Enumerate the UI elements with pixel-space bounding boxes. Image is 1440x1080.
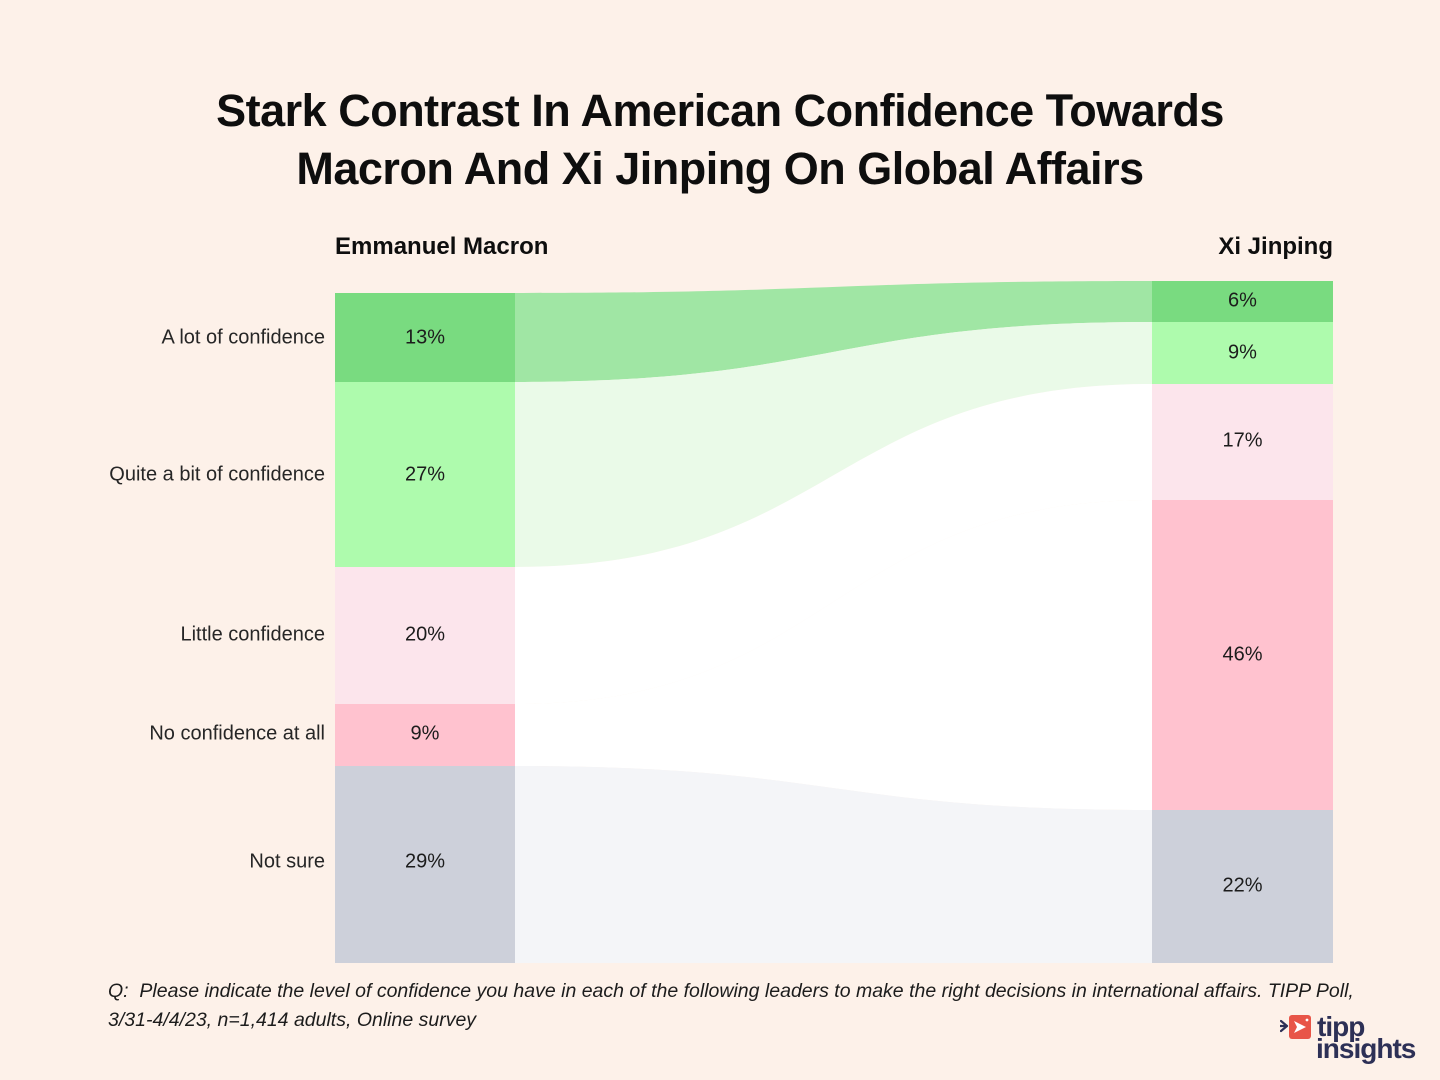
flow-band-not-sure bbox=[515, 766, 1152, 963]
bar-xi-not-sure bbox=[1152, 810, 1333, 963]
category-label-little: Little confidence bbox=[180, 623, 325, 646]
logo-word-tipp: tipp bbox=[1317, 1011, 1365, 1042]
value-macron-little: 20% bbox=[404, 623, 446, 646]
value-macron-not-sure: 29% bbox=[404, 850, 446, 873]
bar-macron-quite-a-bit bbox=[335, 382, 515, 567]
bar-xi-quite-a-bit bbox=[1152, 322, 1333, 384]
column-header-macron: Emmanuel Macron bbox=[335, 233, 549, 260]
bar-xi-little bbox=[1152, 384, 1333, 500]
value-xi-quite-a-bit: 9% bbox=[1228, 341, 1257, 364]
slope-flow-chart bbox=[335, 281, 1333, 963]
value-macron-none: 9% bbox=[410, 722, 440, 745]
value-macron-quite-a-bit: 27% bbox=[404, 463, 446, 486]
page-title: Stark Contrast In American Confidence To… bbox=[0, 82, 1440, 198]
logo-word-insights: insights bbox=[1316, 1033, 1416, 1064]
value-xi-none: 46% bbox=[1222, 643, 1263, 666]
bar-macron-none bbox=[335, 704, 515, 766]
category-label-a-lot: A lot of confidence bbox=[161, 326, 325, 349]
bar-macron-not-sure bbox=[335, 766, 515, 963]
page-title-line1: Stark Contrast In American Confidence To… bbox=[216, 85, 1224, 136]
column-header-xi: Xi Jinping bbox=[1218, 233, 1333, 260]
value-xi-a-lot: 6% bbox=[1228, 289, 1257, 312]
tipp-insights-logo: tipp insights bbox=[1280, 1013, 1430, 1063]
tipp-insights-logo-icon bbox=[1280, 1015, 1311, 1039]
bar-xi-a-lot bbox=[1152, 281, 1333, 322]
value-xi-not-sure: 22% bbox=[1222, 874, 1263, 897]
category-label-none: No confidence at all bbox=[149, 722, 325, 745]
bar-xi-none bbox=[1152, 500, 1333, 810]
category-label-not-sure: Not sure bbox=[249, 850, 325, 873]
bar-macron-little bbox=[335, 567, 515, 704]
bar-macron-a-lot bbox=[335, 293, 515, 382]
value-xi-little: 17% bbox=[1222, 429, 1263, 452]
flow-band-little bbox=[515, 384, 1152, 704]
flow-band-quite-a-bit bbox=[515, 322, 1152, 567]
flow-band-none bbox=[515, 500, 1152, 810]
page-title-line2: Macron And Xi Jinping On Global Affairs bbox=[296, 143, 1144, 194]
source-note: Q: Please indicate the level of confiden… bbox=[108, 980, 1360, 1031]
value-macron-a-lot: 13% bbox=[404, 326, 446, 349]
category-label-quite-a-bit: Quite a bit of confidence bbox=[109, 463, 325, 486]
flow-band-a-lot bbox=[515, 281, 1152, 382]
